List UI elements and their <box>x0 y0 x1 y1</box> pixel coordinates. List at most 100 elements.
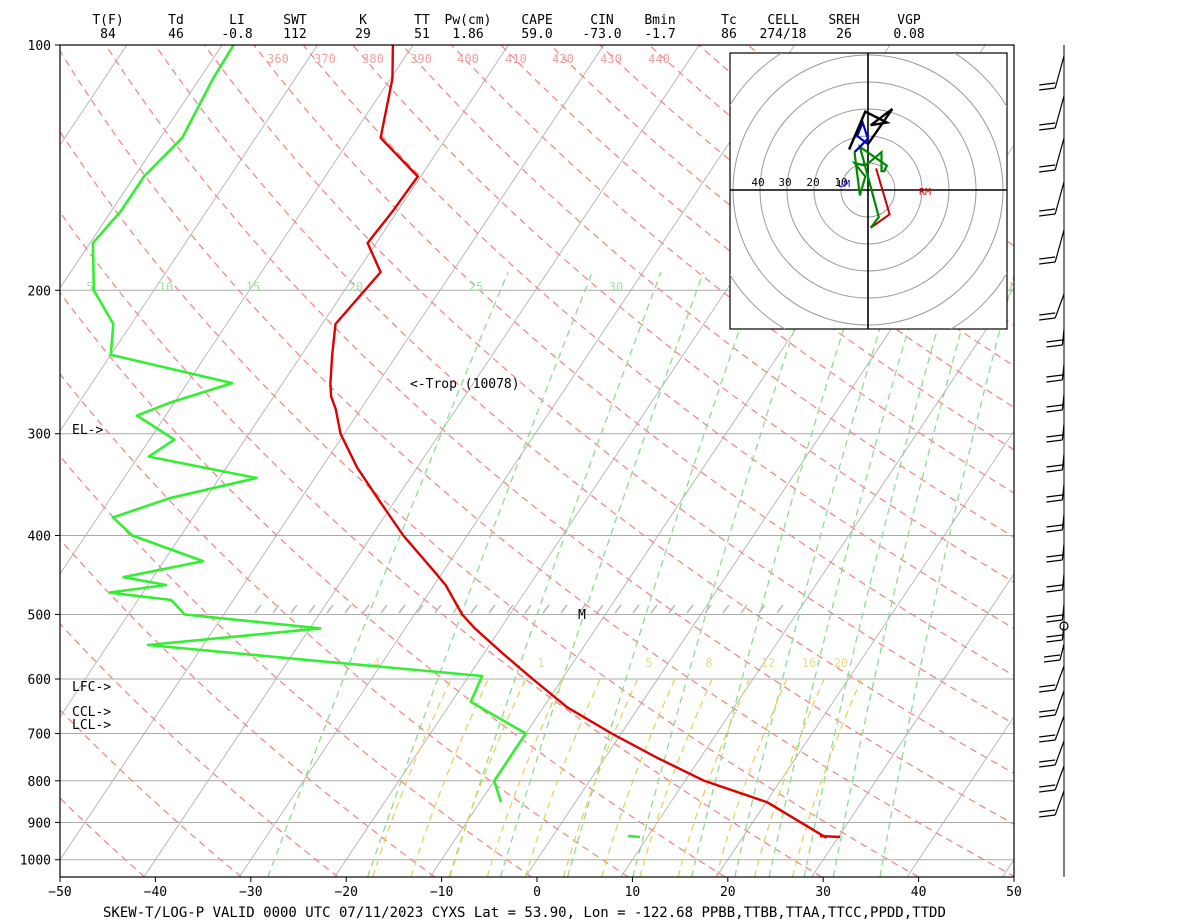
isotherm <box>620 287 1014 877</box>
wind-barb-flag <box>1039 82 1056 86</box>
wind-barb-flag <box>1039 169 1056 173</box>
wind-barb-staff <box>1061 483 1065 501</box>
temperature-profile <box>329 45 828 839</box>
y-tick-label: 300 <box>28 428 51 443</box>
index-label: CAPE <box>521 13 552 28</box>
dry-adiabat <box>60 709 242 877</box>
moist-adiabat-label: 16 <box>802 656 816 670</box>
wind-barb-flag <box>1046 554 1063 558</box>
index-value: 86 <box>721 27 737 42</box>
hatch-mark <box>596 604 604 614</box>
wind-barb-flag <box>1039 87 1056 91</box>
dry-adiabat <box>105 45 1014 825</box>
y-tick-label: 200 <box>28 284 51 299</box>
index-value: 0.08 <box>893 27 924 42</box>
index-value: -73.0 <box>582 27 621 42</box>
x-tick-label: 20 <box>720 885 736 900</box>
isotherm <box>1002 859 1014 877</box>
x-tick-label: −30 <box>239 885 262 900</box>
hatch-mark <box>308 604 316 614</box>
index-value: 46 <box>168 27 184 42</box>
wind-barb-staff <box>1059 643 1065 661</box>
dewpoint-profile <box>91 45 528 803</box>
mixing-ratio-line <box>879 273 1014 877</box>
hatch-mark <box>290 604 298 614</box>
wind-barb-staff <box>1054 715 1065 741</box>
isotherm <box>60 45 605 861</box>
wind-barb-flag <box>1039 261 1056 265</box>
hodograph-upper-level <box>847 108 894 150</box>
mixing-ratio-label: 20 <box>349 280 363 294</box>
annotation-label: M <box>578 608 586 623</box>
wind-barb-flag <box>1039 734 1056 738</box>
hatch-mark <box>560 604 568 614</box>
hatch-mark <box>758 604 766 614</box>
x-tick-label: 0 <box>533 885 541 900</box>
wind-barb-flag <box>1039 739 1056 743</box>
moist-adiabat <box>601 678 676 877</box>
mixing-ratio-line <box>366 271 593 877</box>
hatch-mark <box>416 604 424 614</box>
dry-adiabat-label: 380 <box>362 52 384 66</box>
index-value: 274/18 <box>760 27 807 42</box>
hodograph-ring-label: 30 <box>778 176 791 189</box>
wind-barb-staff <box>1061 453 1065 471</box>
moist-adiabat-label: 20 <box>834 656 848 670</box>
wind-barb-flag <box>1039 213 1056 217</box>
wind-barb-flag <box>1046 584 1063 588</box>
wind-barb-staff <box>1061 363 1065 381</box>
wind-barb-flag <box>1046 464 1063 468</box>
hatch-mark <box>398 604 406 614</box>
index-label: T(F) <box>92 13 123 28</box>
wind-barb-staff <box>1061 623 1065 641</box>
dry-adiabat-label: 420 <box>552 52 574 66</box>
moist-adiabat <box>753 678 825 877</box>
wind-barb-flag <box>1039 709 1056 713</box>
moist-adiabat <box>639 678 713 877</box>
isotherm <box>715 430 1014 877</box>
moist-adiabat <box>562 678 639 877</box>
hatch-mark <box>470 604 478 614</box>
wind-barb-flag <box>1039 208 1056 212</box>
hatch-mark <box>740 604 748 614</box>
hatch-mark <box>506 604 514 614</box>
mixing-ratio-line <box>803 271 955 877</box>
hodograph-ring-label: 40 <box>751 176 764 189</box>
isotherm <box>143 45 700 877</box>
index-value: 29 <box>355 27 371 42</box>
moist-adiabat-label: 8 <box>705 656 712 670</box>
wind-barb-flag <box>1046 499 1063 503</box>
wind-barb-flag <box>1046 529 1063 533</box>
dry-adiabat-label: 360 <box>267 52 289 66</box>
mixing-ratio-line <box>566 271 760 877</box>
moist-adiabat <box>448 678 527 877</box>
wind-barb-flag <box>1043 654 1061 658</box>
dry-adiabat-label: 400 <box>457 52 479 66</box>
wind-barb-staff <box>1061 328 1065 346</box>
hatch-mark <box>578 604 586 614</box>
moist-adiabat-label: -4 <box>366 656 380 670</box>
index-value: 26 <box>836 27 852 42</box>
index-label: CIN <box>590 13 613 28</box>
dry-adiabat-label: 390 <box>410 52 432 66</box>
x-tick-label: −10 <box>430 885 453 900</box>
wind-barb-staff <box>1054 293 1065 319</box>
wind-barb-flag <box>1039 312 1056 316</box>
y-tick-label: 1000 <box>20 854 51 869</box>
wind-barb-staff <box>1054 55 1065 89</box>
moist-adiabat <box>372 678 452 877</box>
x-tick-label: 10 <box>625 885 641 900</box>
mixing-ratio-line <box>832 271 978 877</box>
moist-adiabat-label: 12 <box>761 656 775 670</box>
hatch-mark <box>542 604 550 614</box>
wind-barb-flag <box>1046 409 1063 413</box>
wind-barb-flag <box>1046 559 1063 563</box>
wind-barb-flag <box>1039 784 1056 788</box>
hatch-mark <box>686 604 694 614</box>
y-tick-label: 600 <box>28 673 51 688</box>
wind-barb-flag <box>1046 469 1063 473</box>
dry-adiabat <box>60 211 823 877</box>
wind-barb-flag <box>1046 374 1063 378</box>
